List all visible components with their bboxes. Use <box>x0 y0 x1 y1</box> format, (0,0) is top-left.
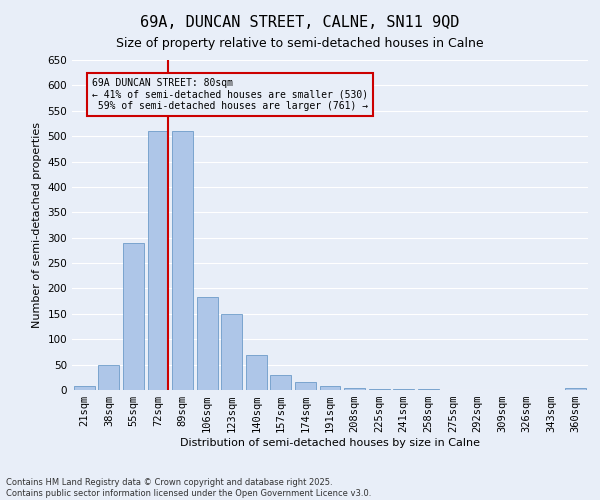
Bar <box>320 386 340 390</box>
Bar <box>172 131 193 390</box>
Bar <box>344 388 365 390</box>
Bar <box>74 386 95 390</box>
Bar <box>221 314 242 390</box>
Bar <box>295 382 316 390</box>
Bar <box>197 297 218 390</box>
Y-axis label: Number of semi-detached properties: Number of semi-detached properties <box>32 122 42 328</box>
X-axis label: Distribution of semi-detached houses by size in Calne: Distribution of semi-detached houses by … <box>180 438 480 448</box>
Text: 69A DUNCAN STREET: 80sqm
← 41% of semi-detached houses are smaller (530)
 59% of: 69A DUNCAN STREET: 80sqm ← 41% of semi-d… <box>92 78 368 111</box>
Text: Contains HM Land Registry data © Crown copyright and database right 2025.
Contai: Contains HM Land Registry data © Crown c… <box>6 478 371 498</box>
Bar <box>123 243 144 390</box>
Bar <box>98 364 119 390</box>
Bar <box>271 375 292 390</box>
Text: 69A, DUNCAN STREET, CALNE, SN11 9QD: 69A, DUNCAN STREET, CALNE, SN11 9QD <box>140 15 460 30</box>
Text: Size of property relative to semi-detached houses in Calne: Size of property relative to semi-detach… <box>116 38 484 51</box>
Bar <box>246 356 267 390</box>
Bar <box>148 131 169 390</box>
Bar <box>565 388 586 390</box>
